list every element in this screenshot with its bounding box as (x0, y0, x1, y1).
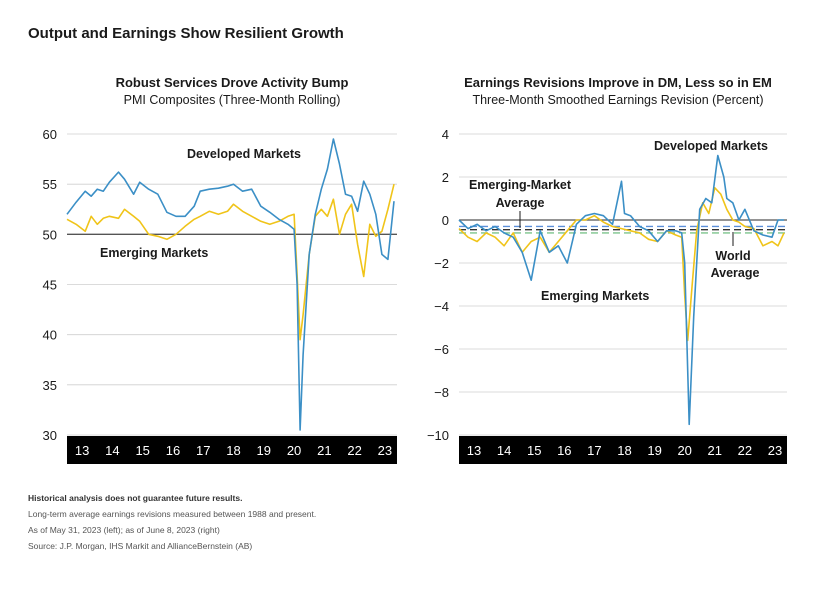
pmi-gridlines (67, 133, 397, 436)
left-y-tick-label: 55 (43, 177, 57, 192)
earnings-annotation-world-average-line1: World (715, 249, 750, 263)
left-x-tick-label: 22 (347, 443, 361, 458)
left-y-tick-label: 40 (43, 328, 57, 343)
left-x-tick-label: 19 (257, 443, 271, 458)
left-y-tick-label: 35 (43, 378, 57, 393)
right-y-tick-label: −6 (434, 342, 449, 357)
earnings-chart-subtitle: Three-Month Smoothed Earnings Revision (… (472, 93, 763, 107)
right-y-tick-label: 0 (442, 213, 449, 228)
pmi-chart-subtitle: PMI Composites (Three-Month Rolling) (124, 93, 341, 107)
pmi-x-axis: 13 14 15 16 17 18 19 20 21 22 23 (75, 443, 392, 458)
page-title: Output and Earnings Show Resilient Growt… (28, 25, 344, 42)
earnings-series (458, 154, 785, 426)
right-y-tick-label: −8 (434, 385, 449, 400)
left-y-tick-label: 50 (43, 227, 57, 242)
left-y-tick-label: 60 (43, 127, 57, 142)
earnings-annotation-em-average-line2: Average (496, 196, 545, 210)
left-y-tick-label: 30 (43, 428, 57, 443)
earnings-annotation-em-average-line1: Emerging-Market (469, 178, 572, 192)
right-y-tick-label: 4 (442, 127, 449, 142)
earnings-annotation-world-average-line2: Average (711, 266, 760, 280)
right-x-tick-label: 13 (467, 443, 481, 458)
left-y-tick-label: 45 (43, 278, 57, 293)
pmi-y-axis: 30 35 40 45 50 55 60 (43, 127, 57, 443)
right-x-tick-label: 20 (677, 443, 691, 458)
left-x-tick-label: 15 (135, 443, 149, 458)
right-x-tick-label: 15 (527, 443, 541, 458)
right-x-tick-label: 19 (647, 443, 661, 458)
right-x-tick-label: 23 (768, 443, 782, 458)
left-x-tick-label: 16 (166, 443, 180, 458)
left-x-tick-label: 23 (378, 443, 392, 458)
earnings-revision-chart: Earnings Revisions Improve in DM, Less s… (427, 75, 787, 464)
left-series-line-developed (66, 138, 395, 431)
right-x-tick-label: 16 (557, 443, 571, 458)
left-x-tick-label: 18 (226, 443, 240, 458)
left-x-tick-label: 20 (287, 443, 301, 458)
footnote-disclaimer: Historical analysis does not guarantee f… (28, 493, 243, 503)
right-y-tick-label: −2 (434, 256, 449, 271)
footnote-source: Source: J.P. Morgan, IHS Markit and Alli… (28, 541, 253, 551)
pmi-annotation-developed: Developed Markets (187, 147, 301, 161)
right-x-tick-label: 14 (497, 443, 511, 458)
earnings-x-axis-band (459, 436, 787, 464)
footnote-note-2: As of May 31, 2023 (left); as of June 8,… (28, 525, 220, 535)
footnotes: Historical analysis does not guarantee f… (28, 490, 316, 554)
left-x-tick-label: 21 (317, 443, 331, 458)
pmi-x-axis-band (67, 436, 397, 464)
pmi-chart-title: Robust Services Drove Activity Bump (116, 75, 349, 90)
left-x-tick-label: 17 (196, 443, 210, 458)
right-x-tick-label: 17 (587, 443, 601, 458)
earnings-y-axis: 4 2 0 −2 −4 −6 −8 −10 (427, 127, 449, 443)
earnings-chart-title: Earnings Revisions Improve in DM, Less s… (464, 75, 772, 90)
left-x-tick-label: 14 (105, 443, 119, 458)
right-series-line-developed (458, 154, 784, 426)
right-y-tick-label: 2 (442, 170, 449, 185)
left-series-line-emerging (66, 184, 395, 341)
right-x-tick-label: 18 (617, 443, 631, 458)
right-y-tick-label: −4 (434, 299, 449, 314)
footnote-note-1: Long-term average earnings revisions mea… (28, 509, 317, 519)
earnings-annotation-developed: Developed Markets (654, 139, 768, 153)
right-x-tick-label: 22 (738, 443, 752, 458)
left-x-tick-label: 13 (75, 443, 89, 458)
earnings-x-axis: 13 14 15 16 17 18 19 20 21 22 23 (467, 443, 782, 458)
earnings-annotation-emerging: Emerging Markets (541, 289, 649, 303)
pmi-annotation-emerging: Emerging Markets (100, 246, 208, 260)
right-x-tick-label: 21 (708, 443, 722, 458)
pmi-chart: Robust Services Drove Activity Bump PMI … (43, 75, 397, 464)
pmi-series (66, 138, 395, 431)
right-y-tick-label: −10 (427, 428, 449, 443)
